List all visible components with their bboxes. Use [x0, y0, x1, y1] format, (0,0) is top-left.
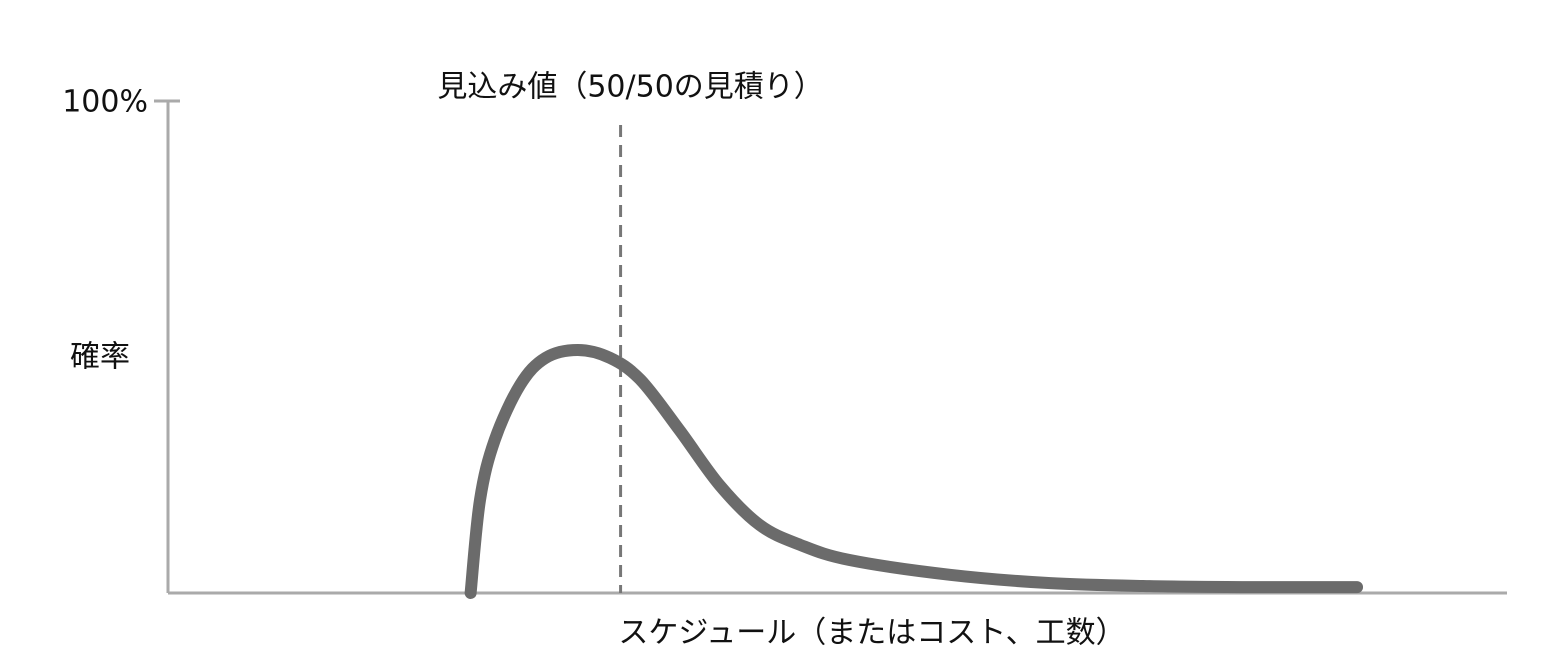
x-axis-label: スケジュール（またはコスト、工数） — [618, 616, 1125, 651]
annotation-text: 見込み値（50/50の見積り） — [437, 70, 823, 105]
y-axis-label: 確率 — [70, 340, 130, 375]
y-tick-label: 100% — [62, 85, 148, 120]
curve — [464, 343, 1364, 599]
